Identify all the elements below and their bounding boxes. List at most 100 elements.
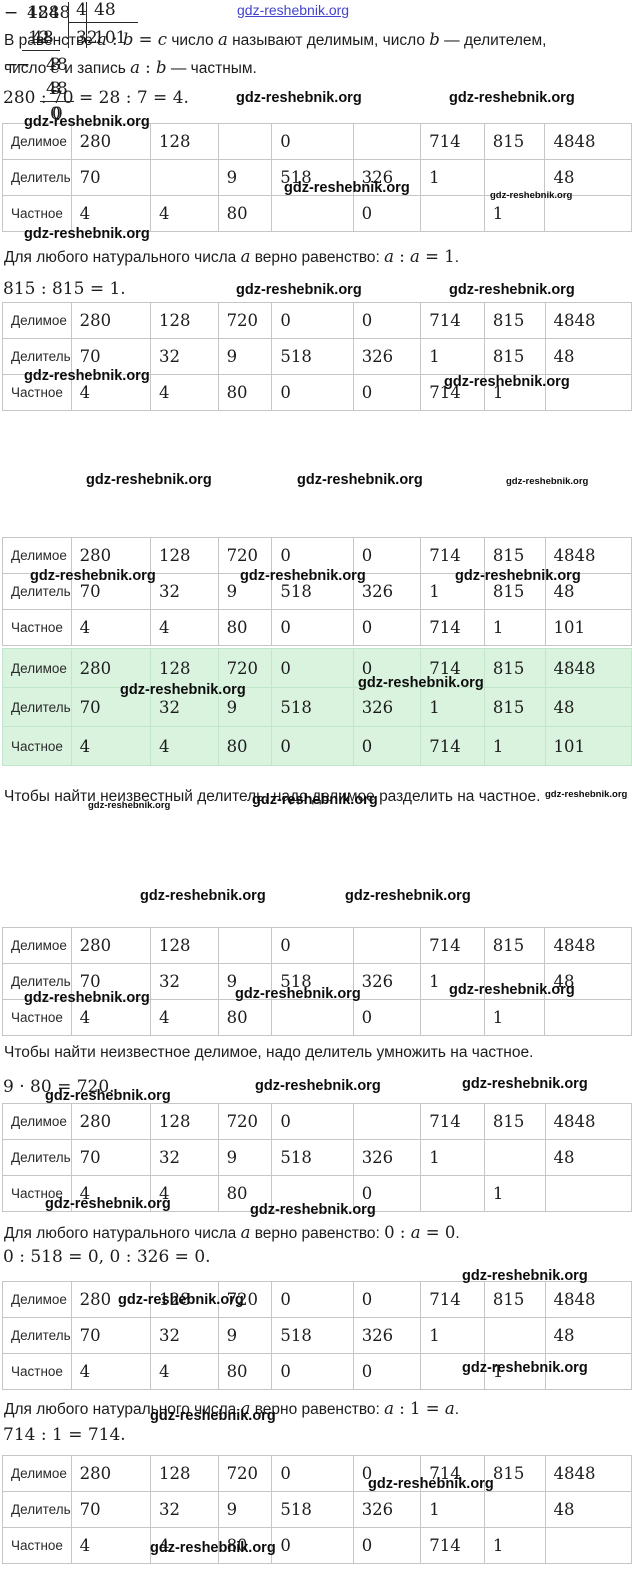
- watermark: gdz-reshebnik.org: [250, 1202, 376, 1218]
- table-cell: 128: [150, 1103, 219, 1140]
- table-cell: 4: [150, 1353, 219, 1390]
- division-table-initial: Делимое 280 128 0 714 815 4848 Делитель 70 9 518 32…: [2, 123, 632, 232]
- equation-720: 9 · 80 = 720.: [3, 1077, 115, 1097]
- table-cell: 80: [217, 1175, 273, 1212]
- table-cell: 0: [352, 1175, 422, 1212]
- table-cell: 1: [420, 573, 485, 610]
- table-cell: 815: [483, 927, 546, 964]
- row-label: Частное: [2, 1527, 72, 1564]
- table-cell: [271, 1175, 354, 1212]
- division-brought-down: 8: [50, 55, 61, 75]
- table-cell: 280: [70, 1455, 152, 1492]
- table-cell: 4848: [544, 648, 632, 688]
- table-cell: 4848: [544, 1281, 632, 1318]
- table-cell: 1: [420, 687, 485, 727]
- table-cell: 280: [70, 302, 152, 339]
- math-var: a: [410, 247, 420, 266]
- text-run: Для любого натурального числа: [4, 1401, 241, 1418]
- math-var: a: [384, 247, 394, 266]
- table-cell: 1: [483, 609, 546, 646]
- division-table-after-815: Делимое 280 128 720 0 0 714 815 4848 Делитель 70 32…: [2, 302, 632, 411]
- table-cell: [352, 927, 422, 964]
- row-label: Делимое: [2, 1103, 72, 1140]
- table-cell: 0: [352, 609, 422, 646]
- watermark: gdz-reshebnik.org: [490, 190, 573, 201]
- table-cell: [271, 195, 354, 232]
- table-cell: 4848: [544, 537, 632, 574]
- table-cell: 0: [352, 1353, 422, 1390]
- watermark-link[interactable]: gdz-reshebnik.org: [237, 2, 350, 18]
- text-run: .: [454, 1401, 460, 1418]
- watermark: gdz-reshebnik.org: [24, 226, 150, 242]
- table-cell: [352, 1103, 422, 1140]
- table-cell: 0: [271, 1281, 354, 1318]
- math-var: a: [240, 1223, 251, 1242]
- table-row: Делитель 70 32 9 518 326 1 48: [2, 963, 632, 1000]
- table-cell: 0: [352, 726, 422, 766]
- table-cell: 9: [217, 1317, 273, 1354]
- watermark: gdz-reshebnik.org: [24, 368, 150, 384]
- table-cell: 4: [70, 195, 152, 232]
- table-cell: 70: [70, 159, 152, 196]
- text-run: — делителем,: [439, 32, 547, 49]
- table-cell: 32: [150, 1491, 219, 1528]
- table-row: Делитель 70 32 9 518 326 1 815 48: [2, 687, 632, 727]
- table-cell: 9: [217, 159, 273, 196]
- math-expr: : 1 =: [393, 1399, 445, 1418]
- table-cell: [420, 1175, 485, 1212]
- table-cell: 815: [483, 1281, 546, 1318]
- row-label: Делитель: [2, 963, 72, 1000]
- table-cell: 32: [150, 1317, 219, 1354]
- intro-paragraph: В равенстве a : b = c число a называют д…: [4, 26, 628, 82]
- table-cell: 720: [217, 1455, 273, 1492]
- table-cell: 80: [217, 374, 273, 411]
- equation-check: 280 : 70 = 28 : 7 = 4.: [3, 88, 189, 108]
- rule-div-by-one: Для любого натурального числа a верно ра…: [4, 1395, 628, 1423]
- table-cell: 70: [70, 963, 152, 1000]
- table-cell: 0: [271, 726, 354, 766]
- table-cell: 32: [150, 1139, 219, 1176]
- table-cell: 4: [150, 999, 219, 1036]
- table-cell: 714: [420, 1527, 485, 1564]
- math-expr: = 1: [419, 247, 455, 266]
- table-cell: 70: [70, 1317, 152, 1354]
- math-var: a: [240, 247, 251, 266]
- table-cell: 280: [70, 123, 152, 160]
- division-remainder: 0: [50, 104, 61, 124]
- minus-sign: −: [4, 3, 19, 23]
- table-cell: 70: [70, 1491, 152, 1528]
- minus-sign: −: [16, 55, 31, 75]
- table-cell: 0: [271, 374, 354, 411]
- math-var: b: [155, 58, 167, 77]
- watermark: gdz-reshebnik.org: [45, 1196, 171, 1212]
- table-cell: 1: [420, 1317, 485, 1354]
- table-row: Делимое 280 128 720 0 0 714 815 4848: [2, 648, 632, 688]
- rule-find-dividend: Чтобы найти неизвестное делимое, надо де…: [4, 1039, 628, 1066]
- watermark: gdz-reshebnik.org: [455, 568, 581, 584]
- table-cell: [483, 1317, 546, 1354]
- table-cell: [352, 123, 422, 160]
- table-cell: 518: [271, 159, 354, 196]
- table-row: Делимое 280 128 720 0 0 714 815 4848: [2, 302, 632, 339]
- table-row: Делимое 280 128 0 714 815 4848: [2, 123, 632, 160]
- table-cell: 48: [544, 1139, 632, 1176]
- table-cell: 9: [217, 1491, 273, 1528]
- table-row: Делитель 70 32 9 518 326 1 48: [2, 1317, 632, 1354]
- table-cell: [544, 999, 632, 1036]
- table-cell: 0: [352, 195, 422, 232]
- table-cell: 1: [483, 1527, 546, 1564]
- table-cell: 32: [150, 963, 219, 1000]
- text-run: число: [4, 60, 51, 77]
- watermark: gdz-reshebnik.org: [444, 374, 570, 390]
- table-row: Делитель 70 32 9 518 326 1 48: [2, 1139, 632, 1176]
- watermark: gdz-reshebnik.org: [86, 472, 212, 488]
- division-remainder: 0: [52, 104, 63, 124]
- table-cell: 720: [217, 1281, 273, 1318]
- table-cell: 714: [420, 648, 485, 688]
- table-cell: 70: [70, 338, 152, 375]
- table-cell: 280: [70, 1281, 152, 1318]
- watermark: gdz-reshebnik.org: [240, 568, 366, 584]
- rule-a-div-a: Для любого натурального числа a верно ра…: [4, 243, 628, 271]
- equation-zeros: 0 : 518 = 0, 0 : 326 = 0.: [3, 1247, 211, 1267]
- math-var: a: [217, 30, 228, 49]
